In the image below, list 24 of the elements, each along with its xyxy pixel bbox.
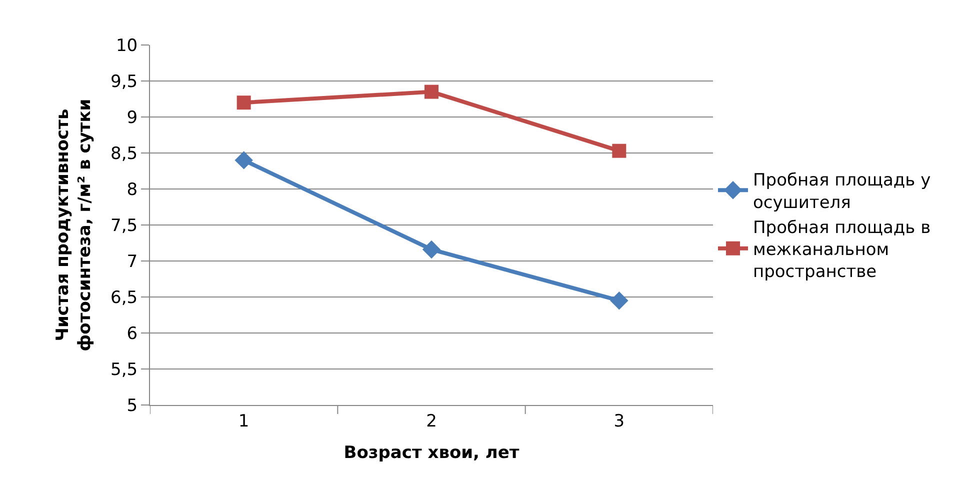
- point: [236, 96, 251, 110]
- y-tick-label: 8: [126, 180, 138, 200]
- legend-label: Пробная площадь у осушителя: [753, 170, 931, 213]
- y-tick-label: 7,5: [110, 216, 138, 236]
- y-tick-label: 8,5: [110, 144, 138, 164]
- point: [422, 240, 441, 259]
- x-tick-label: 2: [426, 411, 437, 432]
- y-tick-label: 7: [126, 252, 138, 272]
- y-tick-label: 5: [126, 396, 138, 416]
- point: [234, 151, 253, 170]
- y-tick-label: 6,5: [110, 288, 138, 308]
- y-tick-label: 9: [126, 108, 138, 128]
- point: [612, 144, 626, 158]
- point: [610, 292, 628, 310]
- y-tick-label: 10: [116, 36, 138, 56]
- x-tick-label: 1: [238, 411, 250, 432]
- x-tick-label: 3: [614, 411, 625, 432]
- x-axis-title: Возраст хвои, лет: [344, 442, 520, 463]
- y-tick-label: 5,5: [110, 360, 138, 380]
- point: [424, 84, 438, 99]
- y-tick-label: 9,5: [110, 72, 138, 92]
- y-tick-label: 6: [126, 324, 138, 344]
- y-axis-title: Чистая продуктивность фотосинтеза, г/м² в сутки: [53, 98, 96, 352]
- legend-label: Пробная площадь в межканальном пространстве: [753, 218, 931, 282]
